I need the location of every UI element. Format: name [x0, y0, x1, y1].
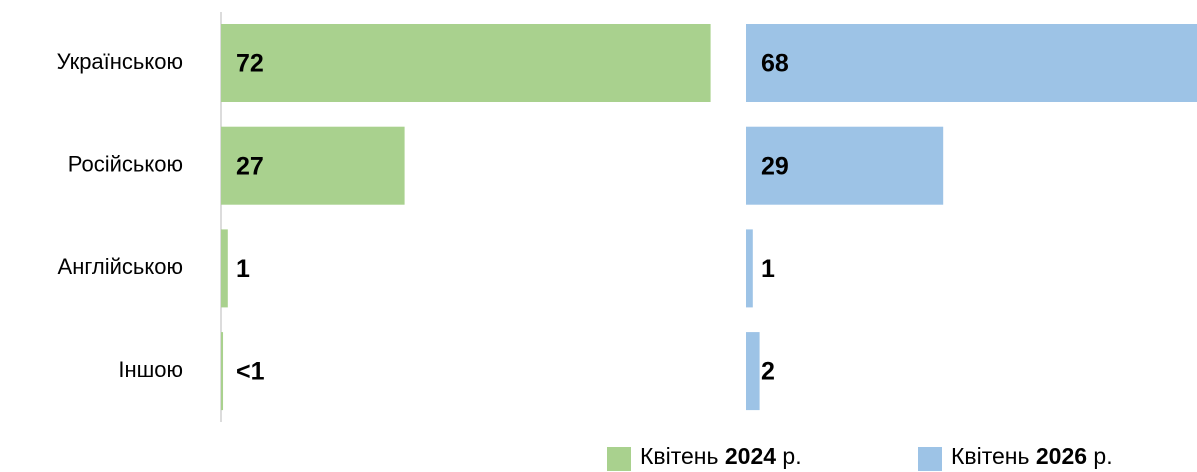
category-label: Російською — [68, 152, 183, 177]
legend-label: Квітень 2026 р. — [951, 443, 1113, 469]
value-label: 72 — [236, 50, 264, 78]
bar — [746, 332, 760, 411]
value-label: 1 — [761, 255, 775, 283]
value-label: 2 — [761, 358, 775, 386]
category-label: Англійською — [58, 254, 183, 279]
value-label: 68 — [761, 50, 789, 78]
bar — [746, 229, 753, 308]
bar — [746, 126, 944, 205]
legend-swatch — [607, 447, 631, 471]
value-label: 29 — [761, 152, 789, 180]
bar — [221, 24, 711, 102]
value-label: <1 — [236, 358, 265, 386]
bar — [221, 229, 228, 308]
legend-label: Квітень 2024 р. — [640, 443, 802, 469]
value-label: 27 — [236, 152, 264, 180]
bar — [746, 24, 1197, 102]
bar — [221, 332, 224, 411]
value-label: 1 — [236, 255, 250, 283]
bar — [221, 126, 405, 205]
category-label: Українською — [57, 49, 183, 74]
legend-swatch — [918, 447, 942, 471]
category-label: Іншою — [118, 357, 183, 382]
